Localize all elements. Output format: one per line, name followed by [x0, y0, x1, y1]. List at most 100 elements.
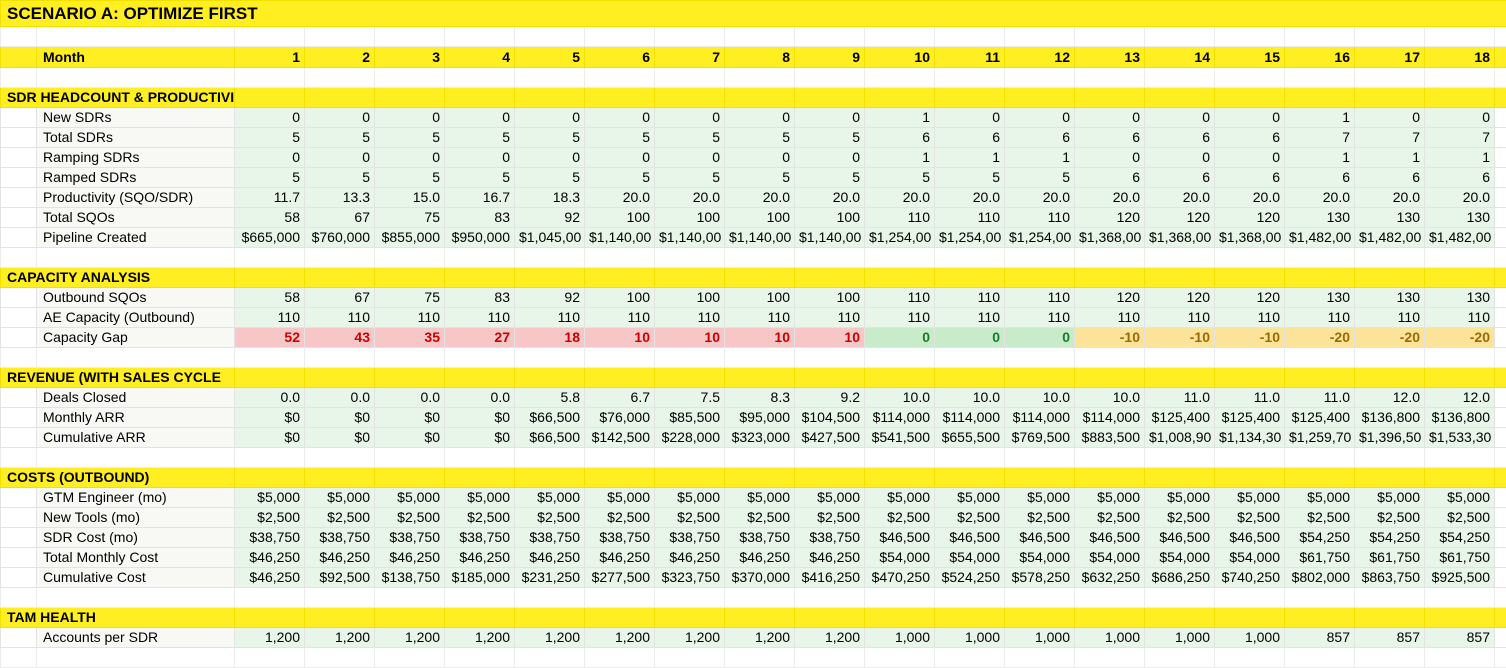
empty-cell[interactable] — [375, 68, 445, 88]
data-cell[interactable]: $655,500 — [935, 428, 1005, 448]
data-cell[interactable]: 1,200 — [375, 628, 445, 648]
data-cell[interactable]: 67 — [305, 288, 375, 308]
empty-cell[interactable] — [865, 68, 935, 88]
data-cell[interactable]: 8.3 — [725, 388, 795, 408]
empty-cell[interactable] — [795, 27, 865, 47]
empty-cell[interactable] — [725, 588, 795, 608]
data-cell[interactable]: 20.0 — [1005, 188, 1075, 208]
section-title[interactable]: COSTS (OUTBOUND) — [1, 468, 235, 488]
month-header-cell[interactable]: 6 — [585, 47, 655, 68]
empty-cell[interactable] — [1215, 68, 1285, 88]
data-cell[interactable]: 5 — [585, 168, 655, 188]
data-cell[interactable]: $2,500 — [375, 508, 445, 528]
data-cell[interactable]: $769,500 — [1005, 428, 1075, 448]
empty-cell[interactable] — [725, 68, 795, 88]
data-cell[interactable]: 7 — [1425, 128, 1495, 148]
data-cell[interactable]: $2,500 — [655, 508, 725, 528]
data-cell[interactable]: 1,200 — [235, 628, 305, 648]
data-cell[interactable]: $46,250 — [585, 548, 655, 568]
data-cell[interactable]: 110 — [1285, 308, 1355, 328]
data-cell[interactable]: 5 — [865, 168, 935, 188]
data-cell[interactable]: $46,250 — [235, 548, 305, 568]
data-cell[interactable]: $46,500 — [1075, 528, 1145, 548]
row-label[interactable]: Total Monthly Cost — [37, 548, 235, 568]
data-cell[interactable]: $5,000 — [725, 488, 795, 508]
section-fill-cell[interactable] — [445, 268, 515, 288]
data-cell[interactable]: $665,000 — [235, 228, 305, 248]
data-cell[interactable]: $46,250 — [375, 548, 445, 568]
empty-cell[interactable] — [1, 568, 37, 588]
empty-cell[interactable] — [1075, 27, 1145, 47]
month-header-cell[interactable]: 1 — [235, 47, 305, 68]
empty-cell[interactable] — [655, 68, 725, 88]
month-header-cell[interactable]: 3 — [375, 47, 445, 68]
empty-cell[interactable] — [1215, 348, 1285, 368]
data-cell[interactable]: 0 — [1005, 328, 1075, 348]
data-cell[interactable]: 5 — [795, 128, 865, 148]
data-cell[interactable]: $46,500 — [935, 528, 1005, 548]
section-fill-cell[interactable] — [865, 468, 935, 488]
data-cell[interactable]: 6 — [865, 128, 935, 148]
data-cell[interactable]: $883,500 — [1075, 428, 1145, 448]
data-cell[interactable]: $0 — [305, 428, 375, 448]
data-cell[interactable]: 20.0 — [935, 188, 1005, 208]
data-cell[interactable]: 52 — [235, 328, 305, 348]
empty-cell[interactable] — [515, 27, 585, 47]
data-cell[interactable]: 110 — [795, 308, 865, 328]
empty-cell[interactable] — [1495, 248, 1506, 268]
data-cell[interactable]: 120 — [1145, 208, 1215, 228]
data-cell[interactable]: 1 — [1355, 148, 1425, 168]
data-cell[interactable]: 6 — [1355, 168, 1425, 188]
data-cell[interactable]: $427,500 — [795, 428, 865, 448]
data-cell[interactable]: 58 — [235, 288, 305, 308]
data-cell[interactable]: $1,482,00 — [1425, 228, 1495, 248]
empty-cell[interactable] — [1495, 168, 1506, 188]
data-cell[interactable]: 11.7 — [235, 188, 305, 208]
empty-cell[interactable] — [445, 448, 515, 468]
empty-cell[interactable] — [795, 588, 865, 608]
empty-cell[interactable] — [1, 348, 37, 368]
section-fill-cell[interactable] — [1285, 468, 1355, 488]
data-cell[interactable]: $54,000 — [865, 548, 935, 568]
data-cell[interactable]: $54,000 — [1075, 548, 1145, 568]
data-cell[interactable]: 75 — [375, 288, 445, 308]
data-cell[interactable]: 13.3 — [305, 188, 375, 208]
empty-cell[interactable] — [1495, 128, 1506, 148]
section-fill-cell[interactable] — [1145, 368, 1215, 388]
data-cell[interactable]: 100 — [585, 208, 655, 228]
section-fill-cell[interactable] — [1215, 268, 1285, 288]
month-header-cell[interactable]: 8 — [725, 47, 795, 68]
section-fill-cell[interactable] — [305, 88, 375, 108]
section-fill-cell[interactable] — [235, 88, 305, 108]
data-cell[interactable]: 83 — [445, 208, 515, 228]
data-cell[interactable]: 6.7 — [585, 388, 655, 408]
empty-cell[interactable] — [725, 348, 795, 368]
empty-cell[interactable] — [865, 248, 935, 268]
section-fill-cell[interactable] — [725, 268, 795, 288]
data-cell[interactable]: 100 — [655, 288, 725, 308]
data-cell[interactable]: 5 — [305, 128, 375, 148]
empty-cell[interactable] — [235, 248, 305, 268]
section-fill-cell[interactable] — [305, 608, 375, 628]
section-fill-cell[interactable] — [1285, 88, 1355, 108]
data-cell[interactable]: 20.0 — [725, 188, 795, 208]
empty-cell[interactable] — [585, 248, 655, 268]
data-cell[interactable]: $1,140,00 — [795, 228, 865, 248]
data-cell[interactable]: $5,000 — [235, 488, 305, 508]
empty-cell[interactable] — [445, 348, 515, 368]
data-cell[interactable]: $228,000 — [655, 428, 725, 448]
data-cell[interactable]: 130 — [1425, 288, 1495, 308]
row-label[interactable]: Deals Closed — [37, 388, 235, 408]
data-cell[interactable]: $125,400 — [1285, 408, 1355, 428]
data-cell[interactable]: $46,250 — [305, 548, 375, 568]
data-cell[interactable]: 110 — [1145, 308, 1215, 328]
data-cell[interactable]: $1,140,00 — [725, 228, 795, 248]
data-cell[interactable]: $0 — [235, 428, 305, 448]
data-cell[interactable]: $95,000 — [725, 408, 795, 428]
empty-cell[interactable] — [1075, 448, 1145, 468]
data-cell[interactable]: 0 — [725, 148, 795, 168]
section-fill-cell[interactable] — [935, 608, 1005, 628]
section-fill-cell[interactable] — [515, 468, 585, 488]
section-title[interactable]: TAM HEALTH — [1, 608, 235, 628]
data-cell[interactable]: $863,750 — [1355, 568, 1425, 588]
